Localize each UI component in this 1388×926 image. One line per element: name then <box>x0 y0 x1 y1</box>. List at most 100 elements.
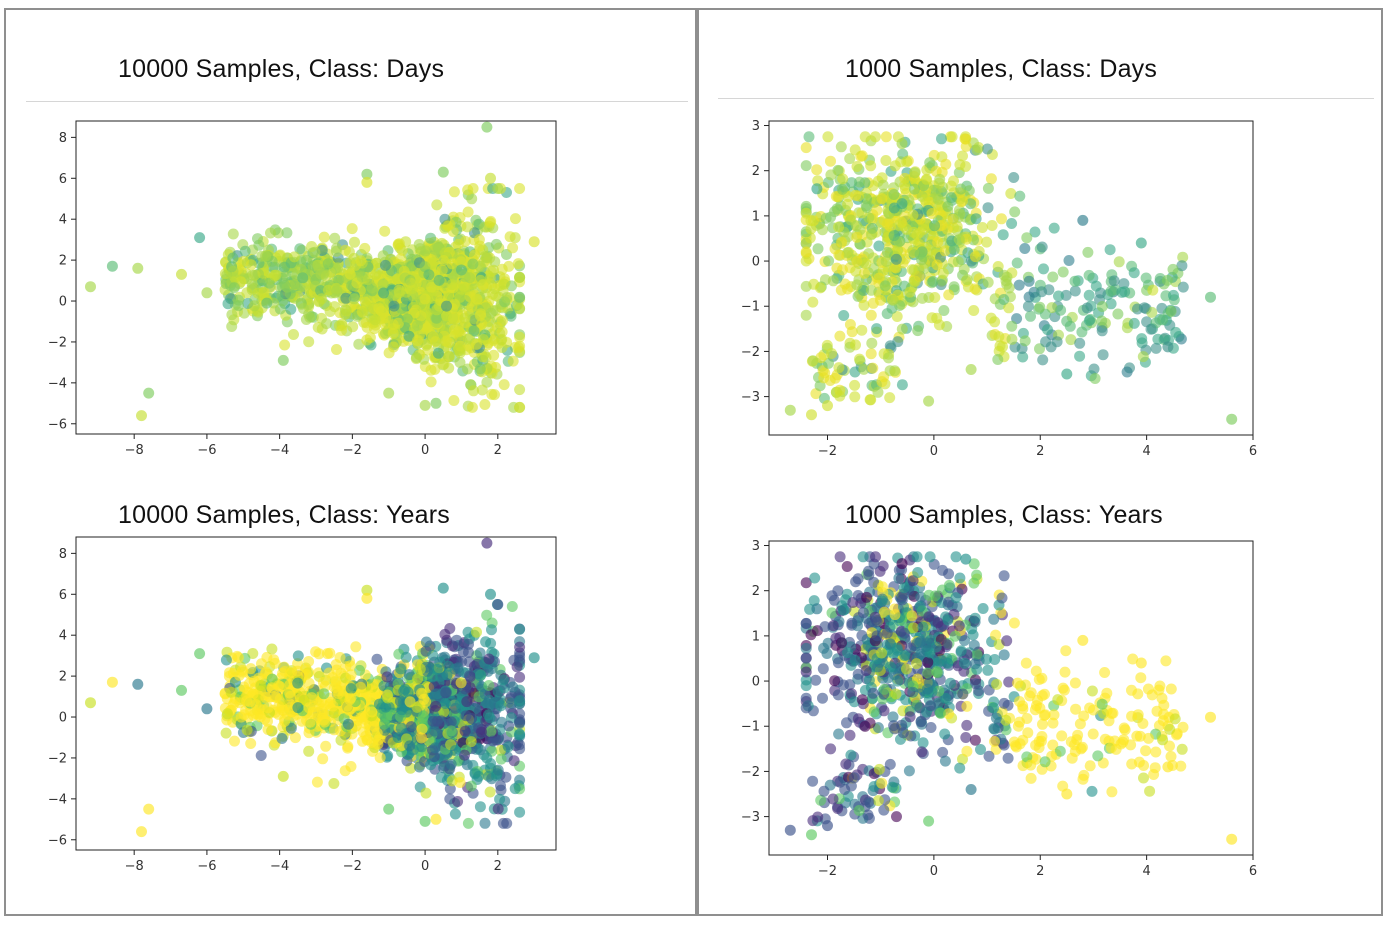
scatter-point <box>1129 318 1140 329</box>
scatter-point <box>309 247 320 258</box>
scatter-point <box>271 692 282 703</box>
y-tick-label: 2 <box>59 670 67 685</box>
scatter-point <box>957 151 968 162</box>
scatter-point <box>498 674 509 685</box>
scatter-point <box>438 583 449 594</box>
scatter-point <box>514 672 525 683</box>
scatter-point <box>853 291 864 302</box>
scatter-point <box>846 618 857 629</box>
scatter-point <box>328 701 339 712</box>
scatter-point <box>514 739 525 750</box>
scatter-point <box>992 354 1003 365</box>
y-tick-label: −2 <box>741 345 760 360</box>
scatter-point <box>946 192 957 203</box>
scatter-point <box>870 131 881 142</box>
scatter-point <box>1090 373 1101 384</box>
scatter-point <box>825 156 836 167</box>
scatter-point <box>828 275 839 286</box>
scatter-point <box>907 687 918 698</box>
scatter-point <box>801 643 812 654</box>
scatter-point <box>999 649 1010 660</box>
scatter-point <box>957 195 968 206</box>
x-tick-label: 0 <box>421 443 429 458</box>
scatter-point <box>1168 264 1179 275</box>
scatter-point <box>893 573 904 584</box>
scatter-point <box>476 727 487 738</box>
scatter-point <box>228 229 239 240</box>
scatter-point <box>346 761 357 772</box>
scatter-point <box>529 652 540 663</box>
scatter-point <box>908 210 919 221</box>
scatter-point <box>255 711 266 722</box>
scatter-point <box>850 266 861 277</box>
scatter-point <box>861 200 872 211</box>
scatter-point <box>940 756 951 767</box>
scatter-point <box>1097 325 1108 336</box>
y-tick-label: −1 <box>741 300 760 315</box>
scatter-point <box>229 282 240 293</box>
scatter-point <box>510 213 521 224</box>
scatter-point <box>451 635 462 646</box>
x-tick-label: 2 <box>1036 444 1044 459</box>
scatter-point <box>312 777 323 788</box>
y-tick-label: 6 <box>59 588 67 603</box>
scatter-point <box>380 702 391 713</box>
scatter-point <box>479 399 490 410</box>
scatter-point <box>943 289 954 300</box>
scatter-point <box>806 223 817 234</box>
scatter-point <box>988 614 999 625</box>
y-tick-label: 3 <box>752 119 760 134</box>
scatter-point <box>961 746 972 757</box>
scatter-point <box>1168 290 1179 301</box>
scatter-point <box>431 814 442 825</box>
scatter-point <box>934 174 945 185</box>
scatter-point <box>132 679 143 690</box>
scatter-point <box>285 288 296 299</box>
scatter-point <box>341 305 352 316</box>
scatter-point <box>448 395 459 406</box>
scatter-point <box>1009 206 1020 217</box>
scatter-point <box>383 388 394 399</box>
scatter-point <box>431 199 442 210</box>
scatter-point <box>481 610 492 621</box>
scatter-point <box>954 573 965 584</box>
scatter-point <box>495 700 506 711</box>
scatter-point <box>815 282 826 293</box>
scatter-point <box>492 599 503 610</box>
scatter-point <box>891 254 902 265</box>
scatter-point <box>830 373 841 384</box>
scatter-point <box>1162 275 1173 286</box>
scatter-point <box>833 729 844 740</box>
scatter-point <box>914 601 925 612</box>
scatter-point <box>960 134 971 145</box>
scatter-point <box>987 220 998 231</box>
scatter-point <box>486 624 497 635</box>
scatter-point <box>201 287 212 298</box>
scatter-point <box>490 290 501 301</box>
scatter-point <box>850 144 861 155</box>
scatter-point <box>380 312 391 323</box>
scatter-point <box>923 611 934 622</box>
scatter-10000-years: −8−6−4−202−6−4−202468 <box>36 537 596 890</box>
scatter-point <box>335 652 346 663</box>
scatter-point <box>841 717 852 728</box>
scatter-point <box>933 194 944 205</box>
scatter-point <box>822 131 833 142</box>
scatter-point <box>468 183 479 194</box>
scatter-point <box>455 777 466 788</box>
scatter-point <box>1053 291 1064 302</box>
scatter-point <box>395 663 406 674</box>
scatter-point <box>270 658 281 669</box>
scatter-point <box>982 144 993 155</box>
scatter-point <box>421 637 432 648</box>
scatter-point <box>358 307 369 318</box>
scatter-point <box>829 595 840 606</box>
scatter-point <box>858 551 869 562</box>
scatter-point <box>804 131 815 142</box>
scatter-point <box>481 252 492 263</box>
x-tick-label: 4 <box>1142 444 1150 459</box>
scatter-point <box>223 298 234 309</box>
scatter-point <box>297 272 308 283</box>
scatter-point <box>432 664 443 675</box>
scatter-point <box>345 693 356 704</box>
